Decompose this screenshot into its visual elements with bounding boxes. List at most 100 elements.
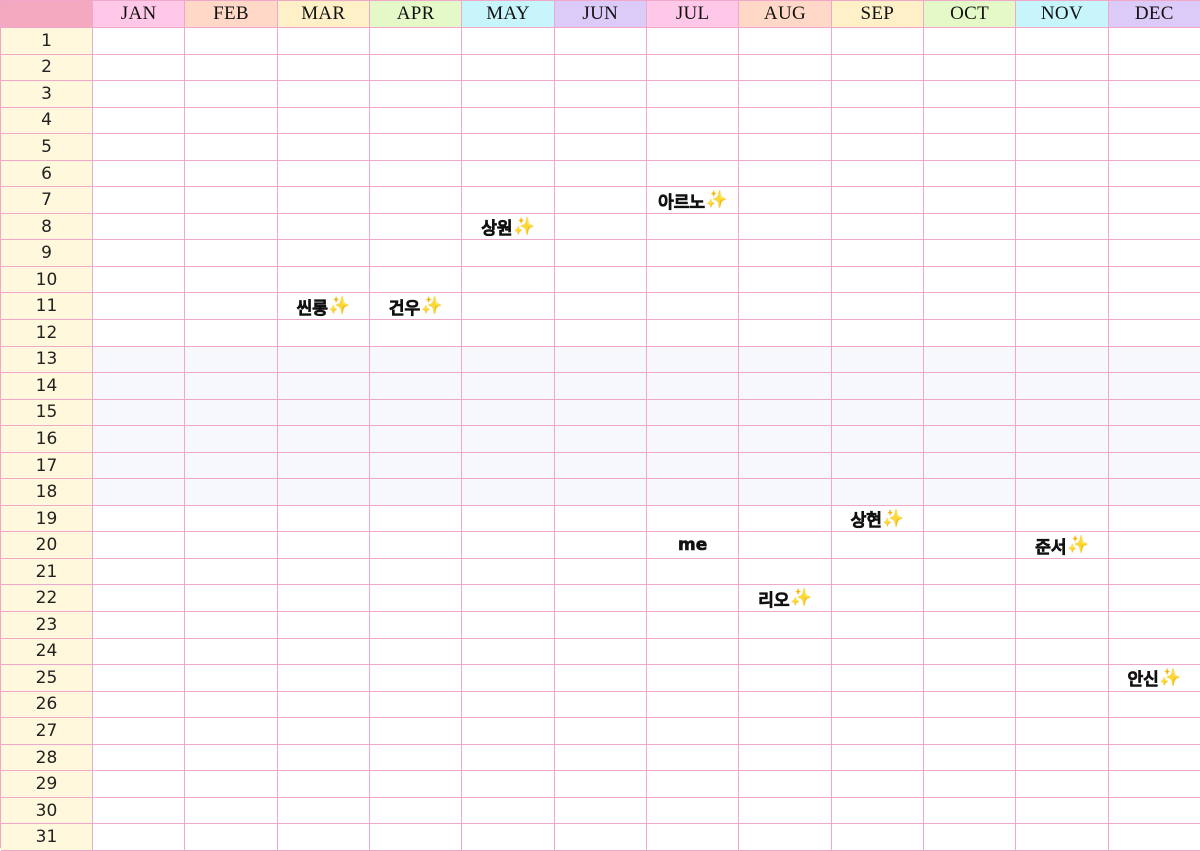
day-cell-may-1[interactable]	[462, 28, 555, 55]
day-cell-dec-4[interactable]	[1108, 107, 1200, 135]
day-cell-feb-14[interactable]	[185, 373, 278, 400]
day-cell-nov-24[interactable]	[1016, 638, 1109, 666]
day-cell-dec-18[interactable]	[1108, 479, 1200, 506]
day-cell-jun-7[interactable]	[554, 187, 647, 214]
day-cell-may-31[interactable]	[462, 824, 555, 851]
day-cell-jun-30[interactable]	[554, 797, 647, 825]
day-cell-jun-3[interactable]	[554, 81, 647, 108]
day-cell-mar-24[interactable]	[277, 638, 370, 666]
day-cell-feb-6[interactable]	[185, 160, 278, 188]
day-cell-aug-12[interactable]	[739, 320, 832, 347]
day-cell-may-30[interactable]	[462, 797, 555, 825]
day-cell-feb-1[interactable]	[185, 28, 278, 55]
day-cell-jun-24[interactable]	[554, 638, 647, 666]
day-cell-sep-20[interactable]	[831, 532, 924, 559]
day-cell-mar-18[interactable]	[277, 479, 370, 506]
day-cell-jun-4[interactable]	[554, 107, 647, 135]
day-cell-oct-6[interactable]	[923, 160, 1017, 188]
day-cell-jun-28[interactable]	[554, 744, 647, 772]
day-cell-nov-14[interactable]	[1016, 373, 1109, 400]
month-header-jun[interactable]: JUN	[554, 1, 647, 28]
day-cell-may-3[interactable]	[462, 81, 555, 108]
day-cell-oct-15[interactable]	[923, 399, 1017, 427]
day-cell-mar-19[interactable]	[277, 505, 370, 533]
day-row-header-13[interactable]: 13	[1, 346, 93, 374]
day-cell-sep-1[interactable]	[831, 28, 924, 55]
day-cell-mar-8[interactable]	[277, 213, 370, 241]
day-cell-jul-31[interactable]	[646, 824, 740, 851]
day-cell-sep-29[interactable]	[831, 771, 924, 798]
day-cell-jul-10[interactable]	[646, 266, 740, 294]
day-cell-jan-14[interactable]	[93, 373, 186, 400]
day-cell-jul-26[interactable]	[646, 691, 740, 719]
day-cell-may-17[interactable]	[462, 452, 555, 480]
day-row-header-20[interactable]: 20	[1, 532, 93, 559]
day-cell-jun-2[interactable]	[554, 54, 647, 82]
day-cell-jan-31[interactable]	[93, 824, 186, 851]
day-cell-dec-9[interactable]	[1108, 240, 1200, 267]
day-cell-aug-7[interactable]	[739, 187, 832, 214]
day-cell-apr-8[interactable]	[369, 213, 463, 241]
day-row-header-25[interactable]: 25	[1, 665, 93, 692]
day-cell-feb-11[interactable]	[185, 293, 278, 321]
day-cell-jul-3[interactable]	[646, 81, 740, 108]
day-cell-mar-31[interactable]	[277, 824, 370, 851]
day-cell-dec-17[interactable]	[1108, 452, 1200, 480]
day-cell-jan-30[interactable]	[93, 797, 186, 825]
day-cell-nov-9[interactable]	[1016, 240, 1109, 267]
day-cell-sep-14[interactable]	[831, 373, 924, 400]
day-cell-apr-25[interactable]	[369, 665, 463, 692]
day-row-header-3[interactable]: 3	[1, 81, 93, 108]
day-cell-oct-29[interactable]	[923, 771, 1017, 798]
day-cell-aug-21[interactable]	[739, 558, 832, 586]
day-cell-mar-26[interactable]	[277, 691, 370, 719]
day-cell-oct-21[interactable]	[923, 558, 1017, 586]
day-cell-jan-20[interactable]	[93, 532, 186, 559]
day-cell-nov-27[interactable]	[1016, 718, 1109, 745]
day-cell-sep-13[interactable]	[831, 346, 924, 374]
day-cell-dec-29[interactable]	[1108, 771, 1200, 798]
day-cell-jan-29[interactable]	[93, 771, 186, 798]
day-cell-mar-4[interactable]	[277, 107, 370, 135]
day-cell-jan-8[interactable]	[93, 213, 186, 241]
day-cell-jul-16[interactable]	[646, 426, 740, 453]
day-cell-feb-17[interactable]	[185, 452, 278, 480]
day-cell-dec-24[interactable]	[1108, 638, 1200, 666]
day-row-header-28[interactable]: 28	[1, 744, 93, 772]
day-cell-apr-9[interactable]	[369, 240, 463, 267]
day-cell-feb-24[interactable]	[185, 638, 278, 666]
day-cell-apr-24[interactable]	[369, 638, 463, 666]
day-cell-apr-22[interactable]	[369, 585, 463, 613]
day-cell-feb-5[interactable]	[185, 134, 278, 161]
month-header-dec[interactable]: DEC	[1108, 1, 1200, 28]
day-cell-jul-15[interactable]	[646, 399, 740, 427]
day-cell-jul-19[interactable]	[646, 505, 740, 533]
day-row-header-22[interactable]: 22	[1, 585, 93, 613]
day-cell-nov-28[interactable]	[1016, 744, 1109, 772]
day-cell-oct-18[interactable]	[923, 479, 1017, 506]
day-cell-jul-30[interactable]	[646, 797, 740, 825]
day-row-header-1[interactable]: 1	[1, 28, 93, 55]
day-cell-aug-3[interactable]	[739, 81, 832, 108]
day-cell-sep-23[interactable]	[831, 612, 924, 639]
day-cell-nov-29[interactable]	[1016, 771, 1109, 798]
day-cell-may-19[interactable]	[462, 505, 555, 533]
day-row-header-15[interactable]: 15	[1, 399, 93, 427]
day-cell-jul-21[interactable]	[646, 558, 740, 586]
day-cell-aug-4[interactable]	[739, 107, 832, 135]
day-row-header-24[interactable]: 24	[1, 638, 93, 666]
day-cell-apr-12[interactable]	[369, 320, 463, 347]
day-cell-jul-17[interactable]	[646, 452, 740, 480]
day-cell-jan-18[interactable]	[93, 479, 186, 506]
day-cell-apr-10[interactable]	[369, 266, 463, 294]
day-cell-feb-25[interactable]	[185, 665, 278, 692]
day-cell-mar-3[interactable]	[277, 81, 370, 108]
day-cell-oct-28[interactable]	[923, 744, 1017, 772]
day-cell-nov-10[interactable]	[1016, 266, 1109, 294]
day-cell-nov-30[interactable]	[1016, 797, 1109, 825]
day-cell-jan-12[interactable]	[93, 320, 186, 347]
day-row-header-9[interactable]: 9	[1, 240, 93, 267]
day-cell-dec-5[interactable]	[1108, 134, 1200, 161]
day-cell-jul-4[interactable]	[646, 107, 740, 135]
day-cell-apr-27[interactable]	[369, 718, 463, 745]
